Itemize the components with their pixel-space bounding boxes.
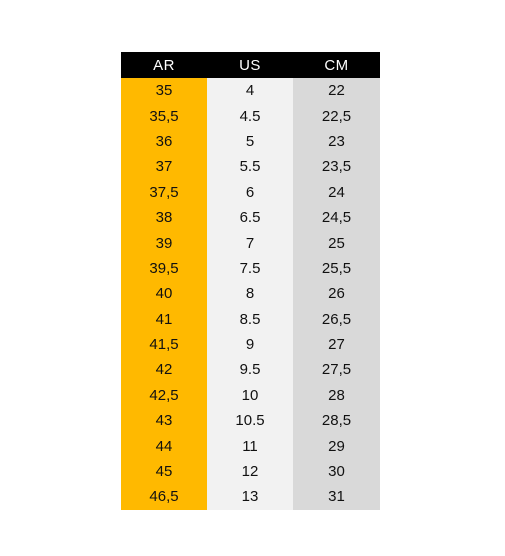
- header-cm: CM: [293, 52, 380, 78]
- cell-ar: 40: [121, 281, 207, 307]
- cell-ar: 41,5: [121, 331, 207, 358]
- header-ar: AR: [121, 52, 207, 78]
- cell-cm: 26: [293, 281, 380, 307]
- cell-ar: 41: [121, 306, 207, 332]
- table-row: 46,5 13 31: [121, 484, 380, 510]
- cell-cm: 23: [293, 128, 380, 155]
- cell-cm: 27,5: [293, 357, 380, 383]
- cell-cm: 24,5: [293, 204, 380, 231]
- cell-cm: 26,5: [293, 306, 380, 332]
- cell-us: 5.5: [207, 154, 293, 180]
- cell-us: 5: [207, 128, 293, 155]
- cell-us: 4.5: [207, 103, 293, 129]
- cell-us: 9.5: [207, 357, 293, 383]
- cell-us: 6: [207, 179, 293, 205]
- table-header-row: AR US CM: [121, 52, 380, 78]
- cell-us: 7.5: [207, 255, 293, 282]
- cell-ar: 42,5: [121, 382, 207, 409]
- cell-ar: 36: [121, 128, 207, 155]
- cell-us: 8: [207, 281, 293, 307]
- header-us: US: [207, 52, 293, 78]
- table-body: 35 4 22 35,5 4.5 22,5 36 5 23 37 5.5 23,5 37,5 6 24 38 6…: [121, 78, 380, 510]
- table-row: 37,5 6 24: [121, 179, 380, 205]
- cell-ar: 39,5: [121, 255, 207, 282]
- table-row: 36 5 23: [121, 128, 380, 155]
- table-row: 41 8.5 26,5: [121, 306, 380, 332]
- cell-us: 9: [207, 331, 293, 358]
- table-row: 42 9.5 27,5: [121, 357, 380, 383]
- table-row: 35 4 22: [121, 78, 380, 104]
- cell-cm: 22: [293, 78, 380, 104]
- cell-us: 10: [207, 382, 293, 409]
- cell-us: 10.5: [207, 408, 293, 434]
- table-row: 39,5 7.5 25,5: [121, 255, 380, 282]
- cell-ar: 35,5: [121, 103, 207, 129]
- table-row: 42,5 10 28: [121, 382, 380, 409]
- table-row: 37 5.5 23,5: [121, 154, 380, 180]
- cell-cm: 31: [293, 484, 380, 510]
- cell-cm: 25,5: [293, 255, 380, 282]
- cell-cm: 22,5: [293, 103, 380, 129]
- table-row: 43 10.5 28,5: [121, 408, 380, 434]
- cell-ar: 37: [121, 154, 207, 180]
- table-row: 35,5 4.5 22,5: [121, 103, 380, 129]
- cell-cm: 27: [293, 331, 380, 358]
- table-row: 38 6.5 24,5: [121, 204, 380, 231]
- cell-cm: 24: [293, 179, 380, 205]
- cell-cm: 28: [293, 382, 380, 409]
- cell-us: 12: [207, 458, 293, 485]
- cell-ar: 44: [121, 433, 207, 459]
- cell-us: 11: [207, 433, 293, 459]
- cell-ar: 38: [121, 204, 207, 231]
- cell-cm: 29: [293, 433, 380, 459]
- cell-us: 7: [207, 230, 293, 256]
- table-row: 44 11 29: [121, 433, 380, 459]
- cell-ar: 35: [121, 78, 207, 104]
- cell-cm: 25: [293, 230, 380, 256]
- cell-ar: 42: [121, 357, 207, 383]
- size-conversion-table: AR US CM 35 4 22 35,5 4.5 22,5 36 5 23 37 5.5 23,5 3…: [121, 52, 380, 510]
- cell-ar: 39: [121, 230, 207, 256]
- cell-cm: 28,5: [293, 408, 380, 434]
- cell-ar: 43: [121, 408, 207, 434]
- cell-cm: 23,5: [293, 154, 380, 180]
- cell-us: 6.5: [207, 204, 293, 231]
- table-row: 45 12 30: [121, 458, 380, 485]
- cell-cm: 30: [293, 458, 380, 485]
- table-row: 41,5 9 27: [121, 331, 380, 358]
- cell-ar: 45: [121, 458, 207, 485]
- cell-us: 4: [207, 78, 293, 104]
- table-row: 39 7 25: [121, 230, 380, 256]
- table-row: 40 8 26: [121, 281, 380, 307]
- cell-ar: 46,5: [121, 484, 207, 510]
- cell-ar: 37,5: [121, 179, 207, 205]
- cell-us: 8.5: [207, 306, 293, 332]
- cell-us: 13: [207, 484, 293, 510]
